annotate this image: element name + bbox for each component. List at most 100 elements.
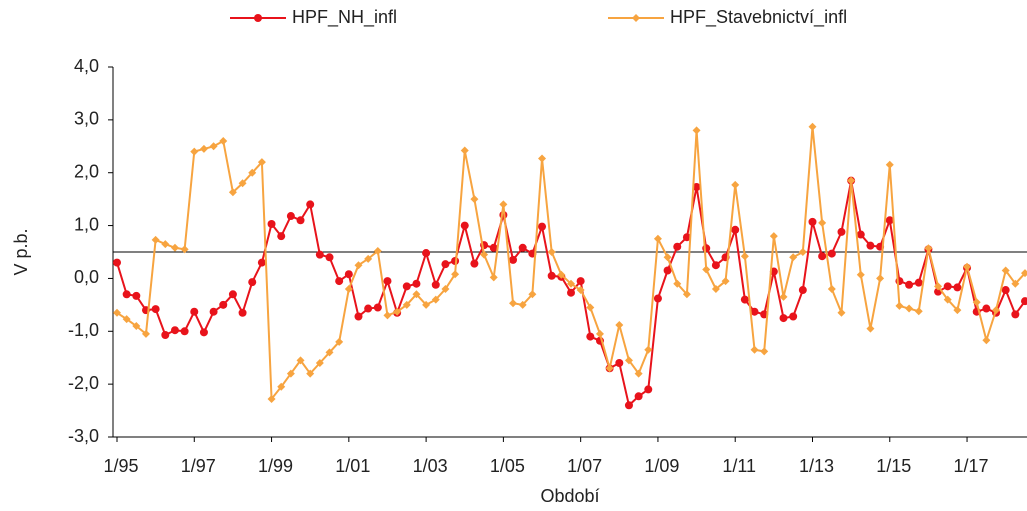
data-point [296, 216, 305, 225]
data-point [132, 322, 141, 330]
data-point [663, 266, 672, 275]
data-point [576, 277, 585, 286]
data-point [905, 304, 914, 313]
data-point [856, 270, 865, 279]
data-point [209, 307, 218, 316]
data-point [721, 277, 730, 286]
data-point [267, 394, 276, 403]
data-point [567, 288, 575, 297]
data-point [180, 327, 189, 336]
data-point [354, 261, 363, 270]
data-point [238, 179, 247, 188]
data-point [161, 240, 170, 249]
data-point [547, 271, 556, 280]
data-point [818, 252, 827, 261]
data-point [335, 277, 344, 286]
data-point [538, 222, 547, 231]
y-tick-label: 3,0 [74, 109, 99, 129]
data-point [113, 258, 121, 267]
data-point [779, 292, 788, 301]
data-point [248, 278, 257, 287]
data-point [740, 252, 749, 261]
y-tick-label: 1,0 [74, 214, 99, 234]
data-point [373, 303, 382, 312]
data-point [595, 329, 604, 338]
x-tick-label: 1/03 [413, 456, 448, 476]
data-point [953, 283, 962, 292]
data-point [885, 160, 894, 169]
data-point [750, 307, 759, 316]
data-point [257, 158, 266, 167]
data-point [866, 324, 875, 333]
data-point [228, 188, 237, 197]
data-point [982, 336, 991, 345]
data-point [692, 182, 701, 191]
data-point [364, 254, 373, 263]
data-point [740, 295, 749, 304]
data-point [624, 401, 633, 410]
data-point [393, 307, 402, 316]
data-point [383, 277, 392, 286]
data-point [586, 303, 595, 312]
data-point [653, 234, 662, 243]
data-point [373, 246, 382, 255]
data-point [663, 253, 672, 262]
data-point [682, 290, 691, 299]
data-point [711, 285, 720, 293]
data-point [364, 304, 373, 313]
data-point [277, 232, 286, 241]
data-point [422, 249, 431, 258]
data-point [422, 300, 431, 309]
data-point [1001, 266, 1010, 275]
data-point [750, 345, 759, 354]
data-point [431, 280, 440, 289]
data-point [518, 300, 527, 309]
data-point [624, 356, 633, 365]
data-point [113, 308, 121, 317]
data-point [847, 176, 856, 185]
data-point [905, 280, 914, 289]
data-point [190, 307, 199, 316]
data-point [441, 260, 450, 269]
data-point [682, 233, 691, 242]
data-point [161, 330, 170, 339]
y-tick-label: -3,0 [68, 426, 99, 446]
data-point [837, 227, 846, 236]
x-tick-label: 1/01 [335, 456, 370, 476]
y-axis-title: V p.b. [11, 228, 31, 275]
data-point [219, 137, 228, 145]
data-point [267, 219, 276, 228]
data-point [451, 270, 460, 279]
data-point [460, 221, 469, 230]
data-point [344, 285, 353, 293]
data-point [953, 306, 962, 315]
data-point [702, 244, 711, 253]
data-point [286, 212, 295, 221]
y-tick-label: -1,0 [68, 320, 99, 340]
data-point [489, 273, 498, 282]
data-point [499, 200, 508, 209]
data-point [789, 253, 798, 262]
data-point [760, 347, 769, 356]
data-point [1011, 279, 1020, 288]
x-tick-label: 1/95 [103, 456, 138, 476]
data-point [615, 320, 624, 329]
data-point [441, 285, 450, 293]
data-point [170, 243, 179, 252]
data-point [934, 282, 943, 291]
data-point [402, 282, 411, 291]
x-tick-label: 1/09 [644, 456, 679, 476]
data-point [315, 250, 324, 259]
y-tick-label: -2,0 [68, 373, 99, 393]
data-point [412, 279, 421, 288]
data-point [943, 295, 952, 304]
data-point [576, 286, 585, 295]
data-point [528, 290, 537, 299]
data-point [325, 348, 334, 357]
data-point [383, 311, 392, 320]
legend-marker [632, 14, 640, 22]
data-point [692, 126, 701, 135]
data-point [798, 248, 807, 256]
data-point [489, 243, 498, 252]
x-tick-label: 1/17 [954, 456, 989, 476]
